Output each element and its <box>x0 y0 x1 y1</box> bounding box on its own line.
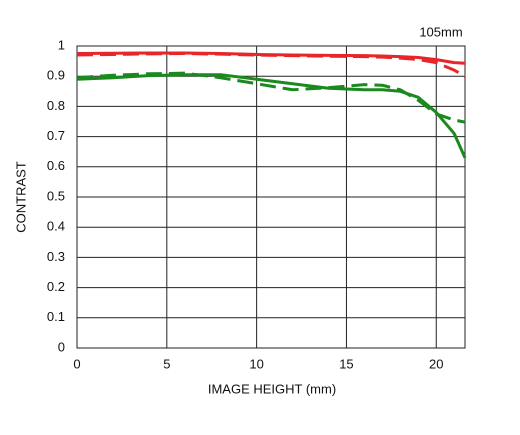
x-tick-label: 5 <box>163 356 170 371</box>
plot-frame <box>76 45 466 349</box>
x-tick-label: 15 <box>339 356 353 371</box>
y-axis-label: CONTRAST <box>13 161 28 233</box>
series-line <box>76 52 466 78</box>
y-tick-label: 0.2 <box>47 279 65 294</box>
series-line <box>76 73 467 159</box>
series-line <box>76 71 466 124</box>
y-tick-label: 0.5 <box>47 188 65 203</box>
y-tick-label: 0 <box>58 339 65 354</box>
y-tick-label: 0.6 <box>47 158 65 173</box>
y-tick-label: 0.7 <box>47 128 65 143</box>
y-tick-label: 0.1 <box>47 309 65 324</box>
x-tick-label: 10 <box>249 356 263 371</box>
y-tick-label: 0.9 <box>47 68 65 83</box>
y-tick-label: 1 <box>58 37 65 52</box>
y-tick-label: 0.4 <box>47 219 65 234</box>
y-tick-label: 0.8 <box>47 98 65 113</box>
x-axis-label: IMAGE HEIGHT (mm) <box>208 381 336 396</box>
x-tick-label: 0 <box>73 356 80 371</box>
y-tick-label: 0.3 <box>47 249 65 264</box>
annotation: 105mm <box>419 24 462 39</box>
x-tick-label: 20 <box>429 356 443 371</box>
